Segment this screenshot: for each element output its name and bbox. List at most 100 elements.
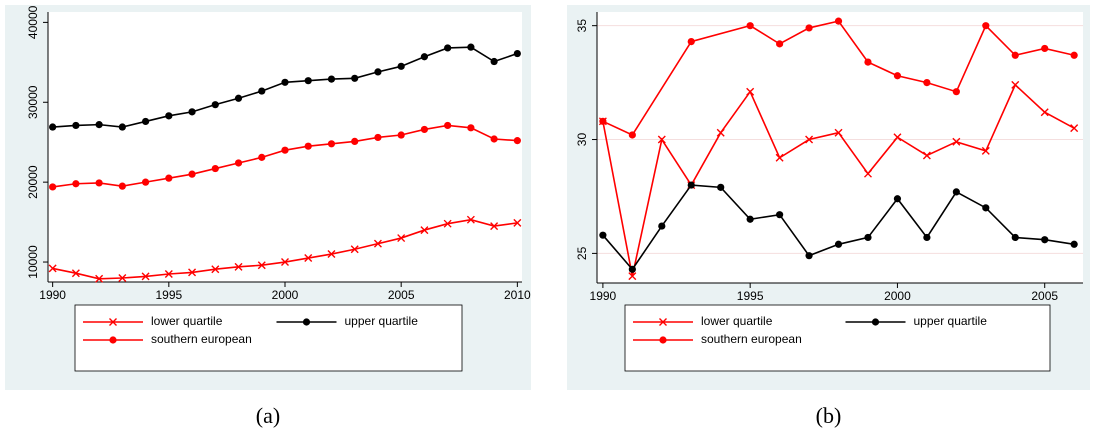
dot-marker: [49, 183, 57, 191]
x-marker: [327, 250, 336, 259]
dot-marker: [599, 117, 607, 125]
dot-marker: [1070, 240, 1078, 248]
x-tick-label: 1995: [155, 288, 182, 302]
dot-marker: [893, 195, 902, 203]
x-marker: [71, 269, 80, 278]
dot-marker: [490, 135, 498, 143]
x-marker: [164, 270, 173, 279]
y-tick-label: 40000: [26, 5, 40, 39]
dot-marker: [327, 75, 336, 83]
dot-marker: [952, 88, 960, 96]
x-marker: [373, 239, 382, 248]
x-marker: [304, 254, 313, 263]
y-tick-label: 10000: [26, 245, 40, 279]
dot-marker: [397, 62, 405, 70]
x-marker: [211, 265, 220, 274]
x-tick-label: 2010: [504, 288, 531, 302]
dot-marker: [923, 233, 931, 242]
dot-marker: [351, 74, 359, 82]
x-marker: [397, 234, 406, 243]
x-marker: [981, 146, 990, 155]
dot-marker: [420, 53, 429, 61]
dot-marker: [871, 318, 880, 326]
x-tick-label: 1990: [590, 289, 617, 303]
y-tick-label: 20000: [26, 165, 40, 199]
dot-marker: [304, 77, 312, 85]
x-marker: [863, 169, 872, 178]
dot-marker: [659, 336, 667, 344]
dot-marker: [141, 178, 150, 186]
dot-marker: [49, 123, 57, 131]
dot-marker: [72, 180, 80, 188]
x-marker: [922, 151, 931, 160]
dot-marker: [982, 22, 990, 30]
dot-marker: [982, 204, 990, 212]
x-marker: [257, 261, 266, 270]
x-marker: [834, 128, 843, 137]
dot-marker: [188, 108, 196, 116]
x-marker: [118, 274, 127, 283]
dot-marker: [165, 112, 173, 120]
legend-label: lower quartile: [701, 314, 773, 328]
dot-marker: [805, 24, 813, 32]
x-marker: [234, 262, 243, 271]
dot-marker: [234, 94, 243, 102]
dot-marker: [513, 137, 521, 145]
dot-marker: [628, 265, 636, 273]
x-marker: [466, 215, 475, 224]
dot-marker: [95, 121, 103, 129]
dot-marker: [1041, 236, 1049, 244]
dot-marker: [776, 211, 784, 219]
dot-marker: [864, 58, 872, 66]
legend-label: lower quartile: [151, 314, 223, 328]
x-marker: [141, 272, 150, 281]
dot-marker: [746, 22, 754, 30]
legend-label: upper quartile: [345, 314, 419, 328]
dot-marker: [893, 72, 902, 80]
x-marker: [746, 87, 755, 96]
dot-marker: [658, 222, 666, 230]
dot-marker: [72, 121, 80, 130]
dot-marker: [118, 182, 126, 190]
dot-marker: [304, 142, 312, 150]
caption: (a): [256, 403, 280, 428]
x-marker: [443, 219, 452, 228]
x-tick-label: 2000: [884, 289, 911, 303]
caption: (b): [816, 403, 842, 428]
dot-marker: [444, 44, 452, 52]
x-marker: [893, 133, 902, 142]
x-marker: [657, 135, 666, 144]
dot-marker: [687, 181, 695, 189]
dot-marker: [864, 233, 872, 242]
x-marker: [490, 222, 499, 231]
y-tick-label: 35: [575, 19, 589, 33]
dot-marker: [467, 124, 475, 132]
dot-marker: [374, 68, 382, 76]
dot-marker: [118, 123, 126, 131]
x-tick-label: 1995: [737, 289, 764, 303]
x-marker: [420, 226, 429, 235]
dot-marker: [834, 17, 843, 25]
dot-marker: [490, 57, 498, 66]
dot-marker: [211, 101, 219, 109]
dot-marker: [95, 179, 103, 187]
dot-marker: [351, 137, 359, 146]
legend-box: [74, 304, 463, 372]
x-marker: [952, 137, 961, 146]
dot-marker: [444, 121, 452, 130]
dot-marker: [327, 140, 336, 148]
dot-marker: [234, 159, 243, 167]
x-marker: [716, 128, 725, 137]
dot-marker: [165, 174, 173, 182]
y-tick-label: 30: [575, 133, 589, 147]
dot-marker: [211, 164, 219, 173]
x-tick-label: 2000: [272, 288, 299, 302]
dot-marker: [952, 188, 960, 196]
dot-marker: [397, 131, 405, 139]
x-marker: [513, 218, 522, 227]
dot-marker: [420, 125, 429, 134]
x-marker: [48, 264, 57, 273]
dot-marker: [188, 170, 196, 178]
dot-marker: [805, 252, 813, 260]
